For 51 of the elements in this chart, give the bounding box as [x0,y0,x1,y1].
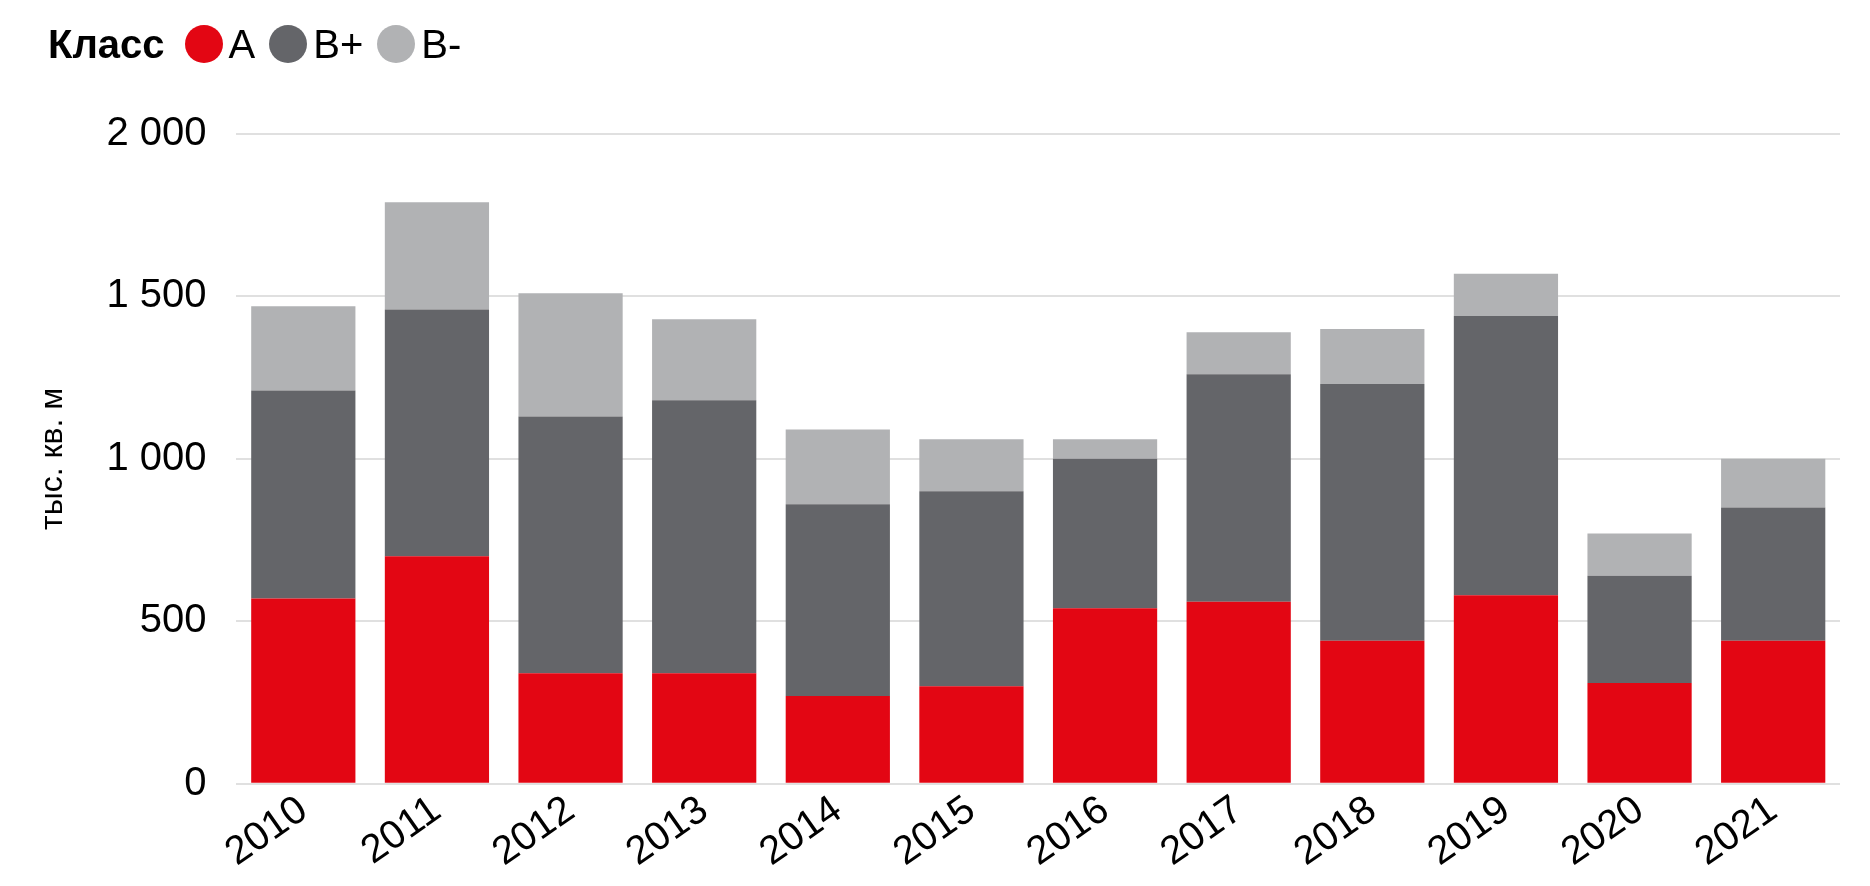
bar [785,504,890,696]
bar [518,416,623,674]
bar [652,319,757,401]
y-axis-title: тыс. кв. м [33,387,70,530]
bar [1587,682,1692,783]
y-tick-label: 0 [184,758,207,803]
bar [1320,328,1425,385]
y-tick-label: 1 500 [106,271,207,316]
bar [1721,458,1826,508]
bar [785,429,890,505]
bar [1052,439,1158,459]
x-tick-label: 2021 [1686,785,1785,873]
bar [1453,315,1559,596]
bar [384,556,490,783]
legend-label: B+ [313,21,364,67]
bar [1320,640,1425,783]
bar [1587,575,1692,683]
x-tick-label: 2011 [352,785,448,872]
legend-label: A [228,21,256,67]
bar [1587,533,1692,576]
bar [251,306,356,391]
bar [1186,601,1291,783]
bar [1186,374,1291,602]
bar [1052,458,1158,609]
bar [919,491,1024,687]
y-tick-label: 1 000 [106,433,207,478]
bar [1721,507,1826,641]
bar [251,598,356,783]
y-tick-label: 500 [139,596,207,641]
bar [384,309,490,557]
bar [1453,595,1559,783]
y-tick-label: 2 000 [106,109,207,154]
bar [1052,608,1158,783]
bar [251,390,356,599]
bar [384,202,490,310]
bar [919,439,1024,492]
bar [1721,640,1826,783]
x-tick-label: 2019 [1418,785,1517,873]
x-tick-label: 2010 [216,785,315,873]
bar [1186,332,1291,375]
x-tick-label: 2020 [1552,785,1651,873]
bar [652,400,757,674]
legend-label: B- [421,21,462,67]
bar [518,673,623,783]
bar [1453,273,1559,316]
bar [785,695,890,783]
bar [919,686,1024,783]
bar [652,673,757,783]
bar [518,293,623,417]
legend-title: Класс [48,21,165,67]
bar [1320,384,1425,641]
